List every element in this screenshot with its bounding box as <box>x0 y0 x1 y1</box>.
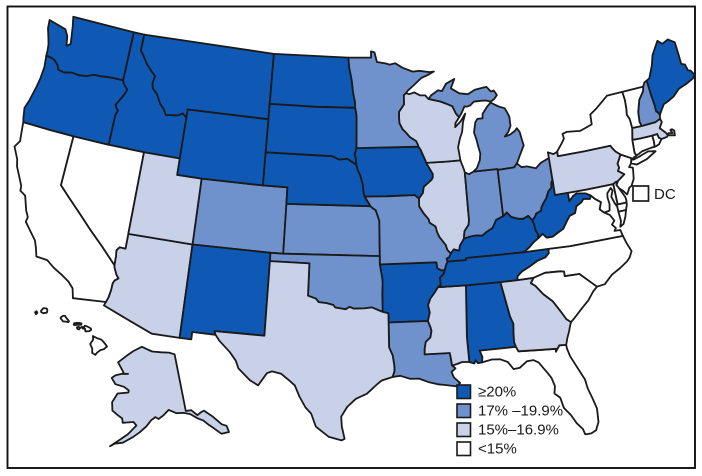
legend-swatch-0 <box>456 384 472 400</box>
legend-item-1: 17% –19.9% <box>456 402 563 419</box>
legend-swatch-1 <box>456 403 472 419</box>
state-hi <box>34 307 108 356</box>
state-ms <box>423 284 471 367</box>
state-ks <box>282 203 381 257</box>
state-sd <box>264 103 358 166</box>
legend-swatch-3 <box>456 441 472 457</box>
state-tx <box>213 260 396 442</box>
state-sc <box>530 270 598 323</box>
legend-label-0: ≥20% <box>478 383 516 400</box>
legend-item-3: <15% <box>456 440 517 457</box>
state-vt <box>621 85 645 129</box>
state-pa <box>547 144 626 196</box>
legend-swatch-2 <box>456 422 472 438</box>
state-wy <box>176 108 270 187</box>
state-nm <box>178 243 272 341</box>
legend: ≥20% 17% –19.9% 15%–16.9% <15% <box>456 383 563 457</box>
legend-item-2: 15%–16.9% <box>456 421 559 438</box>
state-tn <box>437 248 550 289</box>
legend-label-2: 15%–16.9% <box>478 421 559 438</box>
legend-item-0: ≥20% <box>456 383 516 400</box>
state-wi <box>398 91 467 164</box>
dc-label: DC <box>654 186 676 203</box>
state-nd <box>268 53 356 109</box>
legend-label-3: <15% <box>478 440 517 457</box>
state-mo <box>363 194 452 272</box>
state-ak <box>109 345 230 448</box>
dc-box <box>632 185 650 202</box>
state-wa <box>45 15 135 82</box>
legend-label-1: 17% –19.9% <box>478 402 563 419</box>
state-ia <box>353 145 434 200</box>
state-wv <box>531 179 592 240</box>
dc-marker: DC <box>632 185 676 203</box>
figure-border <box>6 5 696 469</box>
state-ri <box>651 133 663 148</box>
state-co <box>191 177 289 255</box>
states-group <box>13 15 696 448</box>
